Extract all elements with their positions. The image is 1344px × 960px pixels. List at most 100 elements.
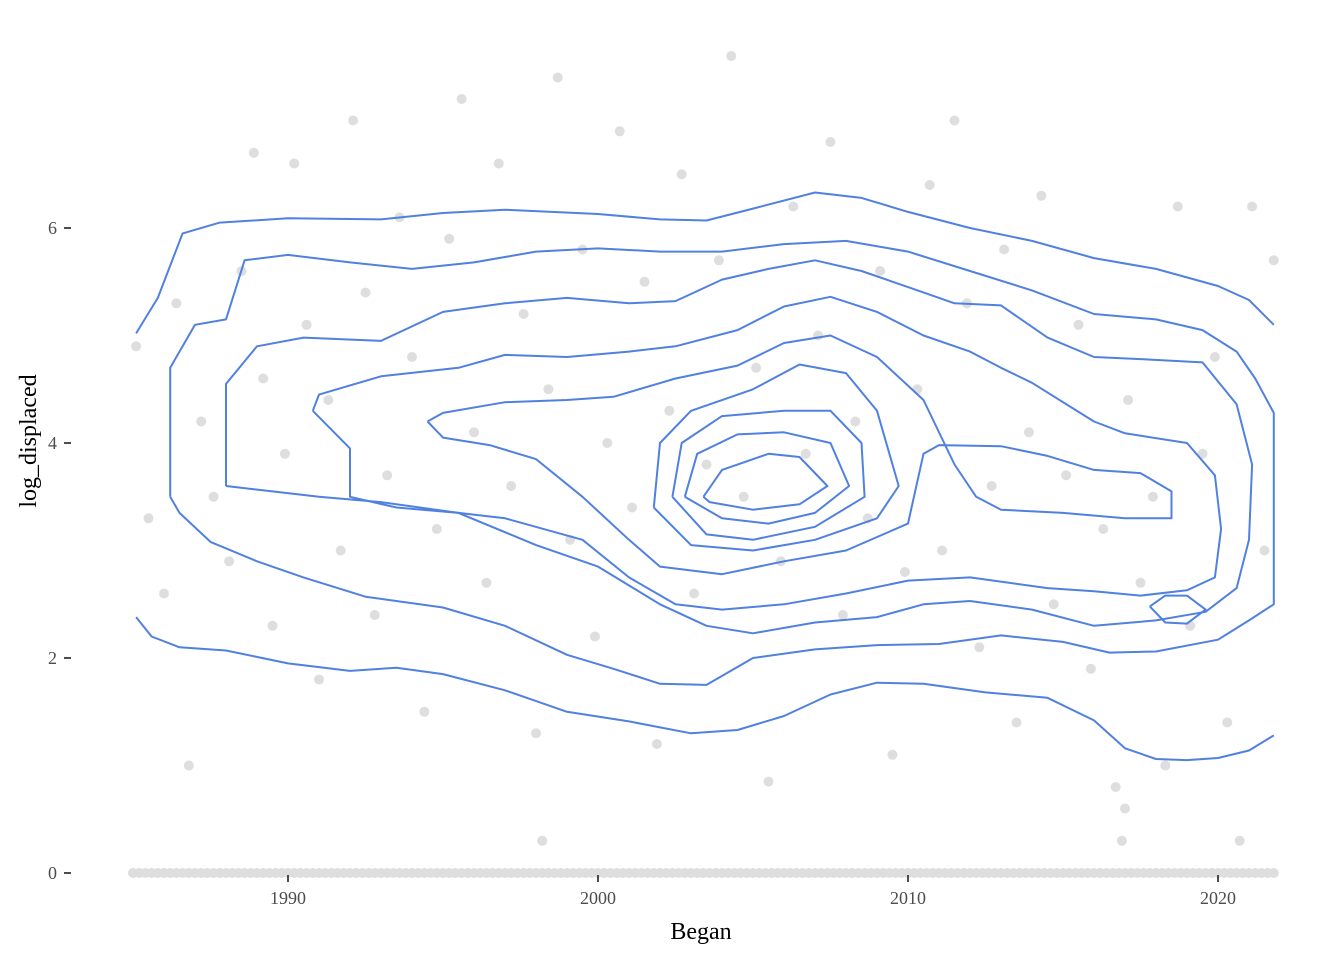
data-point: [1073, 319, 1084, 330]
data-point: [887, 749, 898, 760]
data-point: [949, 115, 960, 126]
data-point: [689, 588, 700, 599]
contour-line: [135, 616, 1275, 762]
data-point: [279, 448, 290, 459]
data-point: [937, 545, 948, 556]
data-point: [323, 395, 334, 405]
data-point: [1209, 352, 1220, 362]
data-point: [763, 776, 774, 787]
data-point: [800, 448, 811, 459]
data-point: [1098, 524, 1109, 534]
data-point: [301, 319, 312, 330]
data-point: [974, 642, 985, 653]
data-point: [664, 405, 675, 416]
data-point: [1116, 835, 1127, 846]
data-point: [456, 94, 467, 104]
data-point: [1011, 717, 1022, 728]
data-point: [289, 158, 300, 169]
data-point: [335, 545, 346, 556]
y-tick-label: 6: [48, 218, 57, 238]
data-point: [713, 255, 724, 266]
data-point: [924, 180, 935, 190]
contour-line: [311, 295, 1223, 611]
data-point: [407, 352, 417, 362]
contour-line: [225, 259, 1254, 635]
data-point: [999, 244, 1010, 255]
contour-line: [671, 409, 866, 541]
data-point: [676, 169, 687, 180]
data-point: [248, 147, 259, 158]
data-point: [986, 481, 997, 491]
data-point: [314, 674, 324, 685]
data-point: [267, 620, 278, 631]
contour-line: [1149, 594, 1207, 625]
data-point: [614, 126, 625, 137]
data-point: [589, 631, 600, 642]
zero-point: [1268, 868, 1279, 878]
y-tick-label: 0: [48, 863, 57, 883]
data-point: [1085, 663, 1096, 674]
y-tick-label: 2: [48, 648, 57, 668]
data-point: [639, 276, 650, 287]
data-point: [506, 481, 517, 491]
data-point: [825, 137, 836, 147]
scatter-points-layer: [128, 51, 1279, 878]
x-tick-label: 2000: [580, 888, 616, 908]
data-point: [875, 266, 886, 276]
data-point: [651, 739, 662, 749]
data-point: [382, 470, 393, 481]
data-point: [788, 201, 799, 212]
data-point: [899, 567, 910, 577]
data-point: [1160, 760, 1171, 771]
data-point: [481, 577, 492, 588]
data-point: [627, 502, 638, 513]
data-point: [1110, 782, 1121, 792]
data-point: [1036, 190, 1047, 201]
data-point: [208, 491, 219, 502]
data-point: [552, 72, 563, 83]
data-point: [1048, 599, 1059, 610]
data-point: [493, 158, 504, 169]
x-tick-label: 1990: [270, 888, 306, 908]
contour-line: [169, 239, 1275, 686]
axes-layer: 0 2 4 6 1990 2000 2010 2020 Began log_displaced: [16, 218, 1236, 945]
y-tick-label: 4: [48, 433, 57, 453]
data-point: [224, 556, 235, 567]
contour-line: [683, 431, 851, 525]
data-point: [738, 491, 749, 502]
data-point: [850, 416, 861, 427]
data-point: [531, 728, 541, 739]
data-point: [419, 706, 430, 717]
data-point: [1172, 201, 1183, 212]
data-point: [196, 416, 207, 427]
data-point: [360, 287, 371, 298]
data-point: [258, 373, 269, 384]
data-point: [469, 427, 479, 438]
data-point: [1061, 470, 1072, 481]
y-axis-title: log_displaced: [16, 374, 42, 507]
x-tick-label: 2020: [1200, 888, 1236, 908]
data-point: [1268, 255, 1279, 266]
contour-line: [426, 334, 1173, 576]
data-point: [701, 459, 712, 470]
x-tick-label: 2010: [890, 888, 926, 908]
data-point: [1120, 803, 1130, 814]
data-point: [159, 588, 169, 599]
data-point: [1222, 717, 1233, 728]
data-point: [444, 233, 455, 244]
data-point: [1247, 201, 1258, 212]
data-point: [751, 362, 762, 373]
data-point: [726, 51, 737, 61]
contour-line: [652, 363, 900, 552]
data-point: [131, 341, 142, 352]
data-point: [518, 309, 529, 319]
density-contours-layer: [135, 191, 1275, 762]
data-point: [1023, 427, 1034, 438]
data-point: [1234, 835, 1245, 846]
contour-line: [702, 452, 829, 511]
data-point: [1147, 491, 1158, 502]
data-point: [431, 524, 442, 534]
data-point: [1259, 545, 1270, 556]
